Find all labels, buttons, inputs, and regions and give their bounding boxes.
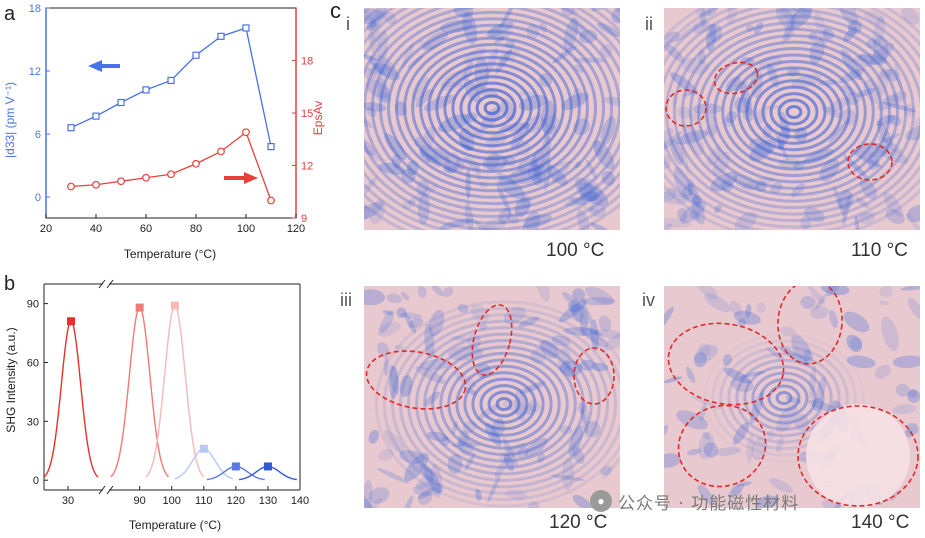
axis-break-mark (98, 279, 106, 289)
micrograph-i (364, 8, 620, 230)
data-point-EpsAv (267, 196, 275, 205)
y-tick-label-left-a: 0 (35, 192, 41, 204)
x-tick-label-a: 80 (190, 223, 202, 235)
chart-b: b 0 30 60 90 30 90 100 110 120 130 140 Temperature… (4, 273, 309, 532)
micrograph-iv-temperature: 140 °C (851, 512, 910, 533)
right-arrow-icon (224, 172, 258, 184)
series-line-EpsAv (70, 131, 272, 201)
panel-letter-b: b (4, 273, 15, 295)
y-tick-label-left-a: 12 (29, 66, 41, 78)
data-point-EpsAv (192, 159, 200, 168)
micrograph-ii-temperature: 110 °C (851, 240, 908, 261)
shg-peak-110 °C (174, 448, 233, 480)
panel-letter-a: a (4, 3, 16, 25)
y-tick-label-b: 30 (27, 416, 39, 428)
micrograph-iv-numeral: iv (642, 290, 655, 310)
x-tick-label-a: 100 (237, 223, 255, 235)
shg-peak-90 °C (110, 306, 169, 478)
y-axis-title-right-a: EpsAv (311, 101, 325, 135)
domain-highlight-ellipse (665, 89, 707, 127)
series-line-d33 (70, 27, 272, 147)
domain-highlight-ellipse (365, 350, 467, 410)
plot-frame-a (45, 7, 297, 219)
data-point-d33 (192, 51, 200, 59)
y-tick-label-b: 60 (27, 357, 39, 369)
data-point-d33 (217, 32, 225, 40)
data-point-d33 (92, 112, 100, 120)
micrograph-iii (364, 286, 620, 508)
watermark-text: 公众号 · 功能磁性材料 (618, 493, 800, 514)
x-tick-label-b: 30 (62, 495, 74, 507)
y-tick-label-right-a: 18 (301, 56, 313, 68)
x-tick-label-b: 140 (291, 495, 309, 507)
data-point-EpsAv (117, 177, 125, 186)
peak-marker-100 °C (170, 301, 179, 310)
data-point-EpsAv (67, 182, 75, 191)
y-tick-label-b: 90 (27, 299, 39, 311)
x-tick-label-b: 130 (259, 495, 277, 507)
x-axis-title-a: Temperature (°C) (124, 247, 216, 261)
x-tick-label-a: 120 (287, 223, 305, 235)
domain-highlight-ellipse (471, 304, 513, 376)
micrograph-ii-numeral: ii (645, 14, 653, 34)
y-tick-label-b: 0 (33, 475, 39, 487)
y-tick-label-right-a: 12 (301, 161, 313, 173)
data-point-d33 (267, 143, 275, 151)
micrograph-i-numeral: i (346, 14, 350, 34)
data-point-d33 (67, 124, 75, 132)
x-tick-label-a: 20 (40, 223, 52, 235)
domain-highlight-ellipse (573, 347, 615, 405)
domain-highlight-ellipse (677, 404, 767, 488)
axis-break-mark (98, 485, 106, 495)
data-point-d33 (242, 24, 250, 32)
data-point-d33 (142, 86, 150, 94)
x-tick-label-a: 60 (140, 223, 152, 235)
x-tick-label-b: 100 (163, 495, 181, 507)
x-axis-title-b: Temperature (°C) (129, 518, 221, 532)
y-tick-label-left-a: 18 (29, 3, 41, 15)
micrograph-iv (664, 286, 920, 508)
data-point-EpsAv (167, 170, 175, 179)
data-point-EpsAv (217, 147, 225, 156)
panel-letter-c: c (330, 0, 341, 23)
peak-marker-30 °C (67, 317, 75, 326)
peak-marker-110 °C (199, 444, 208, 453)
x-tick-label-b: 110 (195, 495, 213, 507)
micrograph-ii (664, 8, 920, 230)
data-point-d33 (167, 76, 175, 85)
y-tick-label-right-a: 15 (301, 108, 313, 120)
data-point-EpsAv (242, 128, 250, 137)
x-tick-label-a: 40 (90, 223, 102, 235)
left-arrow-icon (88, 60, 120, 72)
peak-marker-90 °C (135, 303, 144, 312)
axis-break-mark (106, 485, 114, 495)
domain-highlight-ellipse (713, 61, 759, 95)
y-axis-title-left-a: |d33| (pm V⁻¹) (3, 82, 17, 158)
domain-highlight-ellipse (847, 143, 893, 181)
wechat-icon: ● (590, 490, 612, 512)
micrograph-iii-temperature: 120 °C (549, 512, 608, 533)
y-tick-label-left-a: 6 (35, 129, 41, 141)
y-tick-label-right-a: 9 (301, 213, 307, 225)
data-point-EpsAv (92, 180, 100, 189)
shg-peak-100 °C (145, 304, 205, 478)
data-point-EpsAv (142, 173, 150, 182)
micrograph-i-temperature: 100 °C (546, 240, 605, 261)
chart-a: a 20 40 60 80 100 120 0 6 12 18 9 12 15 18 Temperatur… (3, 3, 325, 261)
watermark: ● 公众号 · 功能磁性材料 (590, 488, 890, 514)
domain-highlight-ellipse (777, 286, 843, 365)
axis-break-mark (106, 279, 114, 289)
data-point-d33 (117, 98, 125, 107)
domain-highlight-ellipse (667, 322, 785, 406)
micrograph-iii-numeral: iii (340, 290, 352, 310)
peak-marker-130 °C (263, 462, 272, 471)
domain-highlight-ellipse (797, 405, 919, 507)
y-axis-title-b: SHG Intensity (a.u.) (4, 327, 18, 432)
x-tick-label-b: 90 (134, 495, 146, 507)
shg-peak-30 °C (43, 320, 99, 478)
peak-marker-120 °C (231, 462, 240, 471)
x-tick-label-b: 120 (227, 495, 245, 507)
